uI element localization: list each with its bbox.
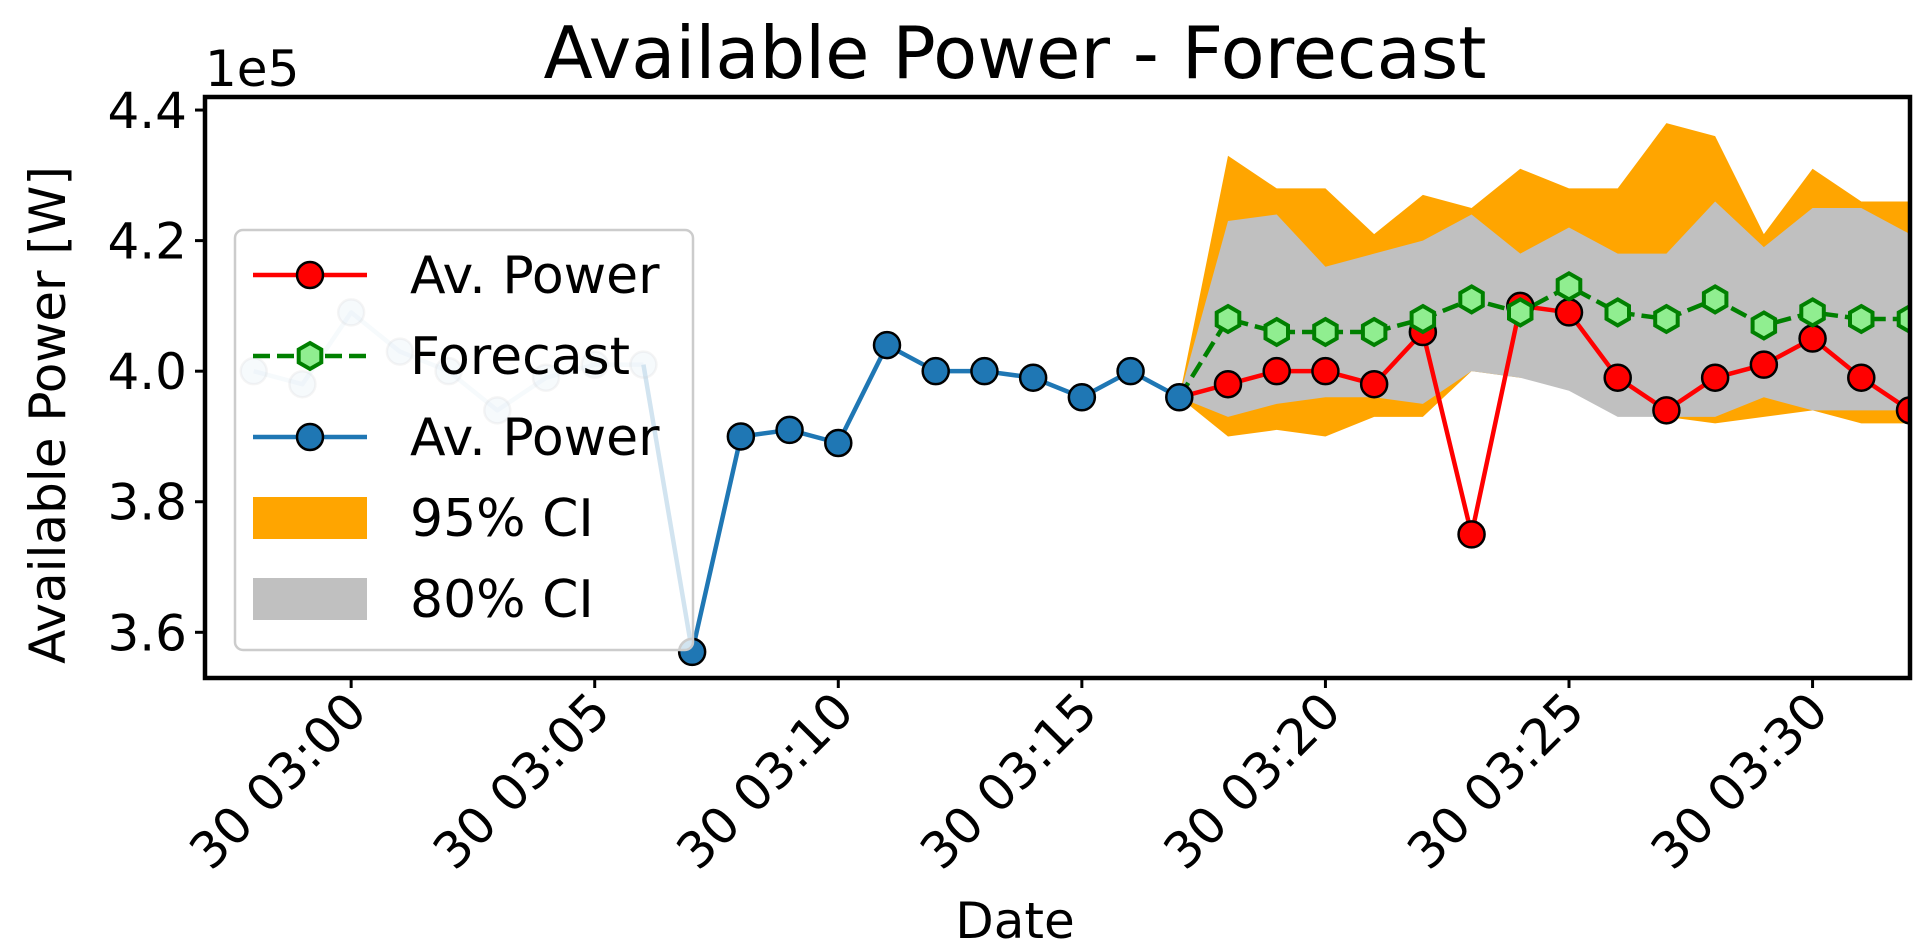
history-point (1067, 383, 1097, 412)
history-point (726, 422, 756, 451)
history-point (824, 428, 853, 458)
actual-point (1359, 369, 1389, 399)
forecast-point (1507, 297, 1534, 328)
x-tick-label: 30 03:10 (666, 681, 865, 880)
actual-point (1847, 363, 1876, 392)
actual-point (1895, 396, 1910, 425)
forecast-point (1653, 303, 1680, 335)
y-tick-label: 4.4 (107, 82, 187, 140)
forecast-point (1555, 270, 1583, 302)
legend-item: Av. Power (253, 246, 660, 306)
legend-marker (295, 260, 325, 290)
forecast-point (1604, 297, 1631, 328)
forecast-point (1701, 284, 1729, 315)
legend-box (233, 228, 695, 652)
forecast-point (1360, 316, 1388, 348)
x-tick-label: 30 03:00 (179, 681, 378, 880)
forecast-point (1750, 310, 1778, 341)
legend-item: 80% CI (253, 570, 594, 630)
y-tick-label: 3.6 (107, 604, 187, 662)
forecast-point (1848, 303, 1875, 335)
y-tick-label: 4.0 (107, 343, 187, 401)
legend-swatch (253, 497, 367, 539)
x-tick-label: 30 03:30 (1640, 681, 1839, 880)
actual-point (1262, 356, 1291, 386)
legend-label: 80% CI (410, 570, 594, 630)
history-point (1165, 383, 1194, 412)
legend-item: Av. Power (253, 408, 660, 468)
legend-label: Av. Power (410, 246, 660, 306)
forecast-point (1214, 303, 1242, 335)
actual-point (1213, 369, 1243, 399)
history-point (1116, 356, 1145, 386)
legend-marker (296, 340, 324, 372)
forecast-point (1312, 316, 1339, 348)
legend-swatch (253, 578, 367, 620)
history-point (872, 330, 902, 360)
actual-point (1798, 324, 1827, 353)
forecast-point (1263, 316, 1290, 348)
legend-label: 95% CI (410, 489, 594, 549)
actual-point (1652, 396, 1681, 425)
y-axis-title: Available Power [W] (19, 166, 77, 664)
chart-title: Available Power - Forecast (544, 11, 1487, 95)
x-tick-label: 30 03:25 (1396, 681, 1595, 880)
x-axis-title: Date (955, 892, 1075, 950)
legend-label: Forecast (410, 327, 630, 387)
actual-point (1700, 363, 1730, 392)
x-tick-label: 30 03:05 (422, 681, 621, 880)
actual-point (1554, 298, 1584, 327)
actual-line (1178, 303, 1910, 537)
history-point (775, 415, 804, 445)
legend-item: 95% CI (253, 489, 594, 549)
y-tick-label: 3.8 (107, 474, 187, 532)
history-point (970, 356, 999, 386)
forecast-point (1409, 303, 1437, 335)
legend-marker (295, 422, 325, 452)
x-tick-label: 30 03:20 (1153, 681, 1352, 880)
actual-point (1749, 350, 1779, 379)
history-point (921, 356, 950, 386)
forecast-point (1896, 303, 1910, 335)
legend-item: Forecast (253, 327, 630, 387)
history-point (1018, 363, 1048, 392)
forecast-point (1458, 284, 1485, 315)
forecast-point (1799, 297, 1826, 328)
actual-point (1603, 363, 1632, 392)
y-offset-label: 1e5 (205, 40, 299, 98)
history-line (641, 342, 1181, 655)
actual-point (1311, 356, 1340, 386)
x-tick-label: 30 03:15 (909, 681, 1108, 880)
y-tick-label: 4.2 (107, 213, 187, 271)
legend-label: Av. Power (410, 408, 660, 468)
forecast-line (1177, 284, 1910, 399)
plot-frame (202, 94, 1913, 681)
actual-point (1457, 520, 1486, 549)
